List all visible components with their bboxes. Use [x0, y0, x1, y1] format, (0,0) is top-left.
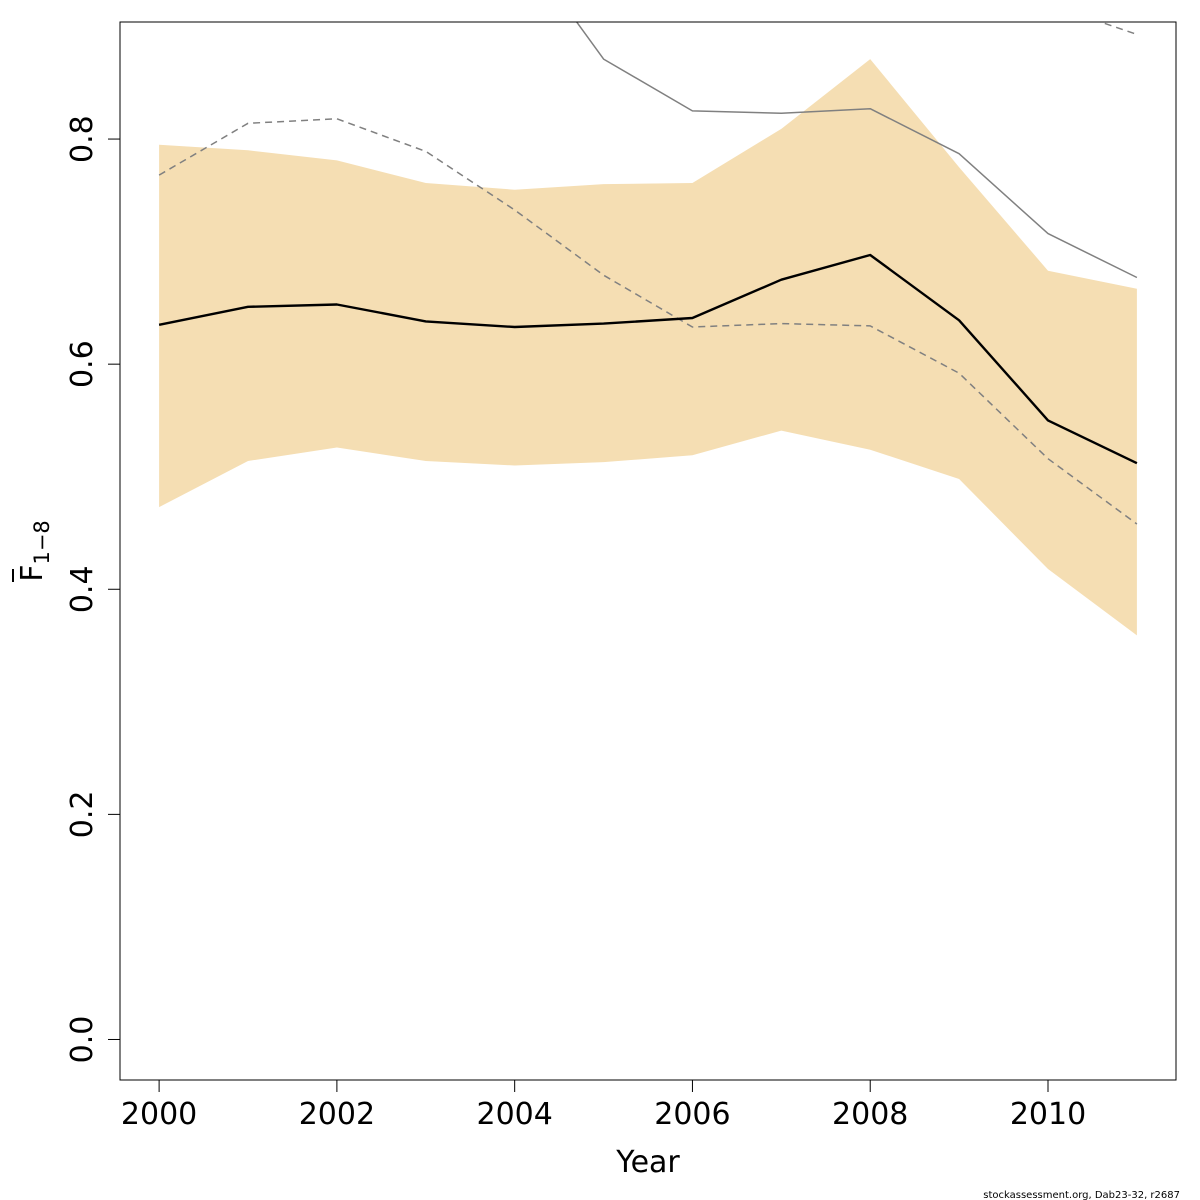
x-tick-label: 2010: [1010, 1097, 1086, 1132]
x-axis: 2000 2002 2004 2006 2008 2010: [121, 1079, 1086, 1132]
footer-credit: stockassessment.org, Dab23-32, r2687: [983, 1190, 1180, 1200]
series-line-dashed-grey: [158, 118, 1138, 525]
series-line-estimate: [158, 253, 1138, 465]
y-tick-label: 0.6: [65, 340, 100, 388]
x-axis-title: Year: [615, 1145, 680, 1180]
y-axis-title-sub: 1−8: [30, 520, 54, 564]
y-axis-title: F1−8: [12, 520, 54, 582]
y-axis: 0.0 0.2 0.4 0.6 0.8: [65, 115, 121, 1064]
x-tick-label: 2000: [121, 1097, 197, 1132]
series-line-dashed-grey-top: [1098, 22, 1138, 36]
x-tick-label: 2004: [476, 1097, 552, 1132]
series-line-upper-grey: [575, 22, 1138, 279]
y-tick-label: 0.8: [65, 115, 100, 163]
y-tick-label: 0.2: [65, 791, 100, 839]
x-tick-label: 2006: [654, 1097, 730, 1132]
x-tick-label: 2008: [832, 1097, 908, 1132]
svg-text:F1−8: F1−8: [15, 520, 54, 582]
x-tick-label: 2002: [299, 1097, 375, 1132]
y-tick-label: 0.0: [65, 1016, 100, 1064]
y-tick-label: 0.4: [65, 565, 100, 613]
confidence-band: [159, 59, 1137, 636]
y-axis-title-main: F: [15, 565, 50, 582]
